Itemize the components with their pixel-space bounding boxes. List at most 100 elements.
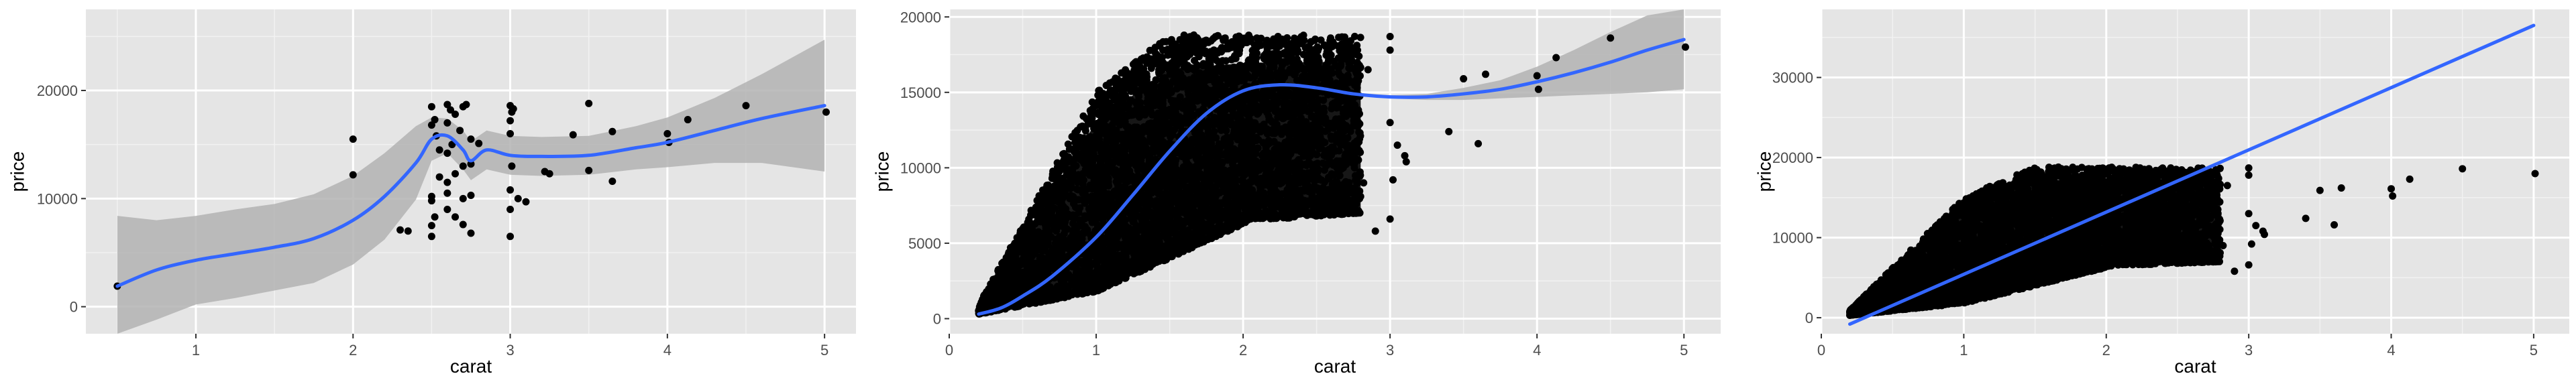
data-point	[404, 227, 412, 235]
data-point	[1028, 207, 1036, 215]
data-point	[545, 170, 553, 178]
confidence-ribbon-layer	[117, 40, 825, 334]
data-point	[1086, 107, 1094, 115]
data-point	[467, 135, 475, 143]
y-tick-label: 20000	[37, 82, 78, 99]
data-point	[451, 110, 460, 118]
data-point	[822, 108, 830, 116]
data-point	[1167, 50, 1175, 58]
data-point	[427, 103, 435, 111]
data-point	[1156, 42, 1164, 50]
data-point	[427, 233, 435, 241]
data-point	[443, 189, 451, 197]
data-point	[451, 213, 460, 221]
data-point	[443, 119, 451, 127]
data-point	[522, 198, 530, 206]
data-point	[585, 99, 593, 107]
data-point	[508, 162, 516, 170]
data-point	[1070, 147, 1078, 155]
confidence-ribbon-layer	[978, 9, 1684, 314]
data-point	[431, 213, 439, 221]
data-point	[1095, 86, 1104, 94]
data-point	[506, 205, 515, 213]
data-point	[569, 131, 577, 139]
data-point	[1035, 192, 1043, 200]
data-point	[585, 166, 593, 174]
data-point	[459, 194, 467, 202]
data-point	[349, 171, 357, 179]
data-point	[1155, 56, 1163, 64]
data-point	[1168, 61, 1176, 68]
data-point	[1025, 215, 1033, 223]
data-point	[1213, 49, 1220, 57]
data-point	[1060, 149, 1068, 157]
y-tick-label: 10000	[37, 190, 78, 207]
data-point	[506, 186, 515, 194]
data-point	[475, 139, 483, 147]
data-point	[427, 197, 435, 205]
data-point	[1063, 158, 1071, 166]
data-point	[1147, 55, 1155, 63]
data-point	[443, 149, 451, 157]
data-point	[1087, 113, 1095, 121]
data-point	[514, 194, 522, 202]
data-point	[1106, 100, 1114, 108]
x-tick-label: 5	[820, 342, 828, 359]
data-point	[459, 162, 467, 170]
data-point	[1235, 46, 1242, 54]
data-point	[1142, 76, 1150, 84]
x-axis-title: carat	[450, 356, 492, 377]
data-point	[1079, 122, 1086, 130]
data-point	[1201, 50, 1210, 58]
data-point	[684, 116, 692, 124]
data-point	[443, 205, 451, 213]
data-point	[1118, 80, 1126, 88]
data-point	[1183, 47, 1191, 54]
x-tick-label: 2	[349, 342, 357, 359]
data-point	[1234, 38, 1242, 46]
data-point	[447, 106, 455, 114]
data-point	[462, 101, 470, 109]
data-point	[1202, 36, 1210, 44]
data-point	[1186, 33, 1194, 41]
data-point	[456, 127, 464, 135]
data-point	[443, 178, 451, 186]
data-point	[431, 116, 439, 124]
data-point	[467, 191, 475, 199]
data-point	[1102, 82, 1110, 89]
data-point	[427, 121, 435, 129]
data-point	[1167, 36, 1175, 44]
data-point	[451, 170, 460, 178]
data-point	[663, 130, 672, 138]
data-point	[459, 220, 467, 229]
data-point	[396, 226, 405, 234]
data-point	[1050, 174, 1058, 182]
y-axis-title: price	[7, 151, 28, 192]
data-point	[1064, 140, 1072, 148]
data-point	[506, 233, 515, 241]
data-point	[506, 130, 515, 138]
data-point	[1087, 120, 1095, 128]
data-point	[1250, 53, 1258, 61]
data-point	[1134, 66, 1142, 74]
data-point	[742, 102, 750, 110]
x-tick-label: 3	[506, 342, 514, 359]
data-point	[1055, 168, 1063, 176]
data-point	[435, 173, 443, 181]
data-point	[1169, 42, 1177, 50]
y-tick-label: 0	[70, 299, 78, 316]
data-point	[1212, 56, 1220, 64]
data-point	[1020, 223, 1028, 231]
data-point	[1220, 36, 1228, 44]
x-tick-label: 4	[663, 342, 672, 359]
data-point	[608, 127, 616, 135]
data-point	[1193, 42, 1201, 50]
data-point	[1127, 84, 1135, 92]
data-point	[508, 108, 516, 116]
smooth-line-layer	[115, 104, 826, 288]
data-point	[1034, 198, 1042, 206]
